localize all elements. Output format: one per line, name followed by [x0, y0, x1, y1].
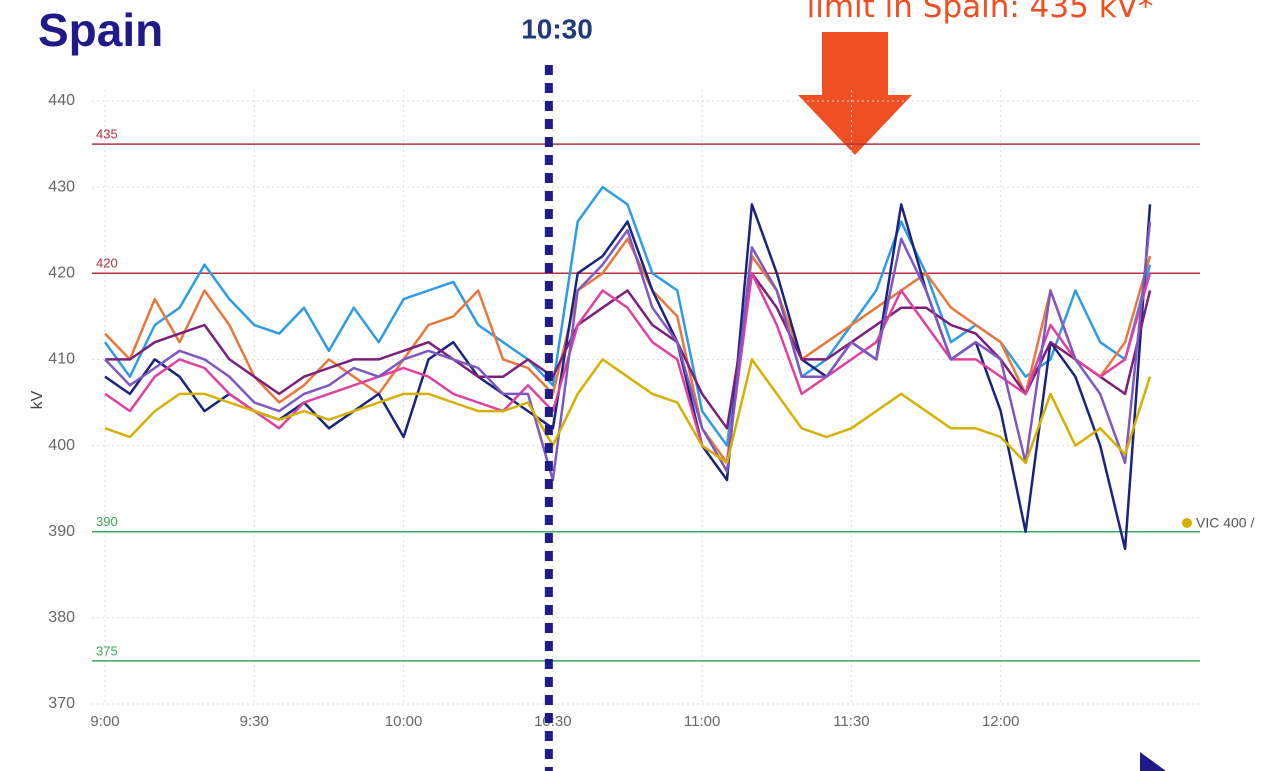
marker-label: 10:30 — [521, 13, 593, 44]
reference-label: 390 — [96, 514, 118, 529]
x-tick-label: 10:00 — [385, 713, 423, 730]
series-line — [104, 221, 1152, 482]
chart-title: Spain — [38, 4, 163, 56]
reference-label: 435 — [96, 127, 118, 142]
y-tick-label: 420 — [48, 265, 75, 282]
y-tick-label: 390 — [48, 523, 75, 540]
series-line — [104, 272, 1152, 465]
x-tick-label: 11:00 — [684, 713, 720, 730]
x-tick-label: 9:30 — [240, 713, 269, 730]
legend-label: VIC 400 / — [1196, 515, 1254, 531]
series-line — [104, 358, 1152, 465]
y-tick-label: 440 — [48, 92, 75, 109]
y-tick-label: 380 — [48, 609, 75, 626]
series-line — [104, 237, 1152, 465]
arrow — [798, 32, 912, 155]
series-line — [103, 185, 1152, 447]
legend-dot — [1182, 518, 1192, 528]
corner-decoration — [1140, 752, 1166, 771]
x-tick-label: 11:30 — [833, 713, 869, 730]
reference-label: 420 — [96, 256, 118, 271]
reference-label: 375 — [96, 643, 118, 658]
y-axis-label: kV — [29, 390, 46, 409]
x-tick-label: 9:00 — [90, 713, 119, 730]
x-tick-label: 12:00 — [982, 713, 1020, 730]
y-tick-label: 400 — [48, 437, 75, 454]
y-tick-label: 370 — [48, 695, 75, 712]
annotation: limit in Spain: 435 kV* — [806, 0, 1154, 25]
y-tick-label: 410 — [48, 351, 75, 368]
y-tick-label: 430 — [48, 178, 75, 195]
series-line — [105, 272, 1152, 430]
